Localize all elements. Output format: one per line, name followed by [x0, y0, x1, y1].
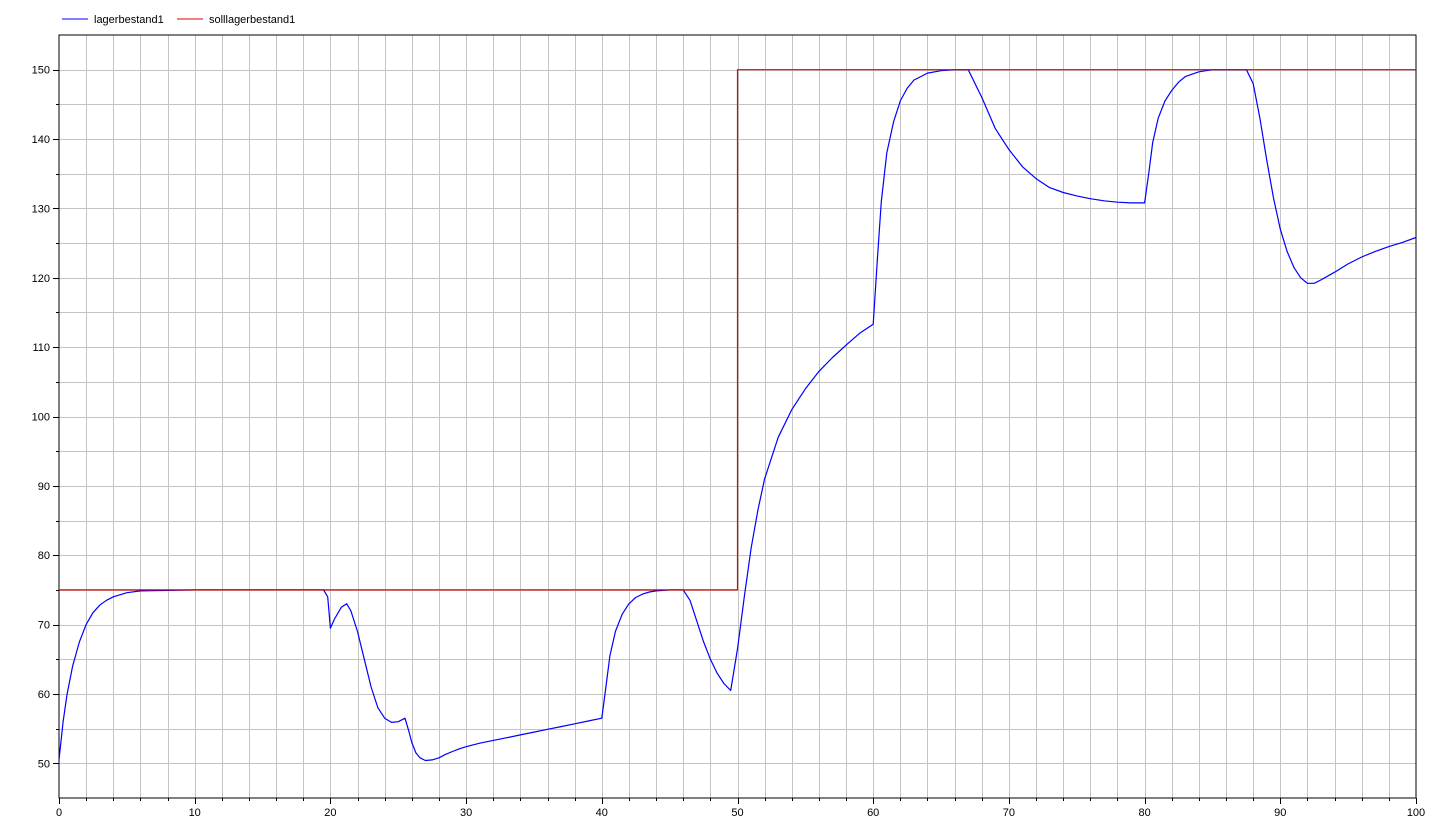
y-tick-label: 80 [38, 550, 50, 562]
series-line-lagerbestand1 [58, 69, 1417, 762]
legend-label-lagerbestand1: lagerbestand1 [94, 14, 164, 26]
x-tick-label: 70 [1003, 807, 1015, 819]
y-tick-label: 110 [32, 342, 50, 354]
plot-frame [58, 34, 1417, 799]
y-tick-label: 150 [32, 65, 50, 77]
y-tick-label: 50 [38, 758, 50, 770]
series-line-solllagerbestand1 [59, 69, 1416, 591]
grid [59, 35, 1416, 798]
x-tick-label: 80 [1138, 807, 1150, 819]
x-tick-label: 50 [731, 807, 743, 819]
x-tick-label: 100 [1407, 807, 1425, 819]
y-tick-label: 70 [38, 620, 50, 632]
y-tick-label: 90 [38, 481, 50, 493]
x-tick-label: 30 [460, 807, 472, 819]
x-tick-label: 10 [189, 807, 201, 819]
x-tick-label: 20 [324, 807, 336, 819]
x-tick-label: 60 [867, 807, 879, 819]
axis-ticks: 0 10 20 30 40 50 60 70 80 90 100 50 60 70 80 90 100 110 12… [32, 65, 1426, 819]
series-lines [58, 69, 1417, 762]
y-tick-label: 60 [38, 689, 50, 701]
x-tick-label: 0 [56, 807, 62, 819]
x-tick-label: 90 [1274, 807, 1286, 819]
y-tick-label: 130 [32, 203, 50, 215]
y-tick-label: 140 [32, 134, 50, 146]
x-tick-label: 40 [596, 807, 608, 819]
legend: lagerbestand1 solllagerbestand1 [62, 14, 295, 26]
y-tick-label: 120 [32, 273, 50, 285]
legend-label-solllagerbestand1: solllagerbestand1 [209, 14, 295, 26]
y-tick-label: 100 [32, 412, 50, 424]
